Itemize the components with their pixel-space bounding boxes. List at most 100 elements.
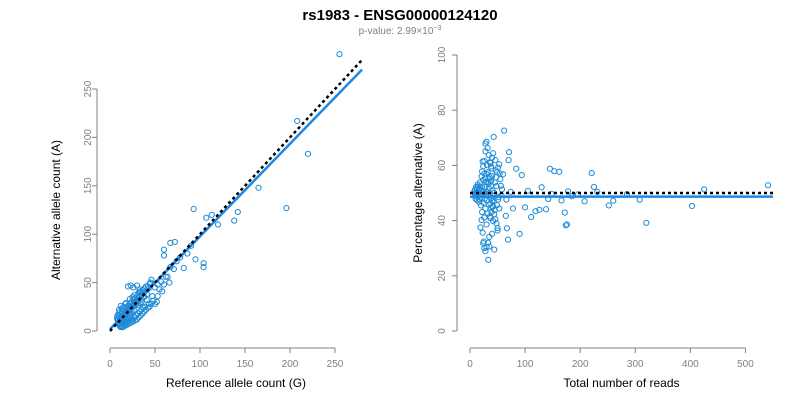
y-tick-label: 0 — [437, 328, 448, 334]
x-axis-label: Reference allele count (G) — [166, 376, 306, 390]
data-point — [200, 264, 207, 271]
data-point — [166, 279, 173, 286]
data-point — [483, 138, 490, 145]
percentage-alternative-scatter-panel: 0 100 200 300 400 500 0 20 40 60 80 100 Total number… — [411, 46, 773, 390]
data-point — [490, 150, 497, 157]
data-point — [485, 184, 492, 191]
y-axis-label: Percentage alternative (A) — [411, 123, 425, 262]
data-point — [513, 165, 520, 172]
data-point — [488, 197, 496, 205]
data-point — [494, 227, 501, 234]
x-tick-label: 100 — [192, 359, 209, 370]
x-axis-label: Total number of reads — [563, 376, 679, 390]
data-point — [304, 150, 312, 157]
data-point — [499, 171, 507, 178]
data-point — [131, 292, 138, 299]
data-point — [562, 222, 569, 229]
data-point — [294, 117, 301, 125]
x-tick-label: 150 — [237, 359, 254, 370]
data-point — [483, 221, 490, 228]
data-point — [208, 211, 215, 218]
data-point — [484, 179, 491, 186]
expected-ratio-line — [109, 59, 363, 332]
data-point — [122, 300, 129, 307]
data-point — [164, 273, 171, 280]
data-point — [153, 298, 160, 306]
data-point — [149, 293, 156, 300]
data-point — [479, 229, 486, 236]
data-point — [487, 178, 495, 185]
data-point — [471, 188, 478, 195]
data-point — [497, 182, 504, 189]
data-point — [701, 186, 708, 193]
data-point — [546, 165, 553, 172]
p-value-exponent: −3 — [433, 25, 441, 32]
data-point — [492, 216, 499, 223]
data-point — [521, 204, 529, 211]
y-axis-label: Alternative allele count (A) — [49, 140, 63, 280]
data-point — [485, 256, 492, 263]
data-point — [496, 170, 503, 177]
x-tick-label: 250 — [327, 359, 344, 370]
data-point — [151, 284, 159, 291]
data-point — [491, 246, 498, 253]
data-point — [160, 246, 168, 253]
data-point — [494, 164, 502, 171]
data-point — [171, 238, 178, 246]
data-point — [481, 157, 488, 165]
x-tick-label: 50 — [149, 359, 161, 370]
data-point — [170, 265, 177, 273]
data-point — [502, 212, 509, 220]
data-point — [538, 184, 545, 191]
data-point — [478, 216, 485, 224]
y-tick-label: 60 — [437, 159, 448, 171]
y-tick-label: 250 — [83, 80, 94, 97]
data-point — [532, 208, 539, 215]
data-point — [133, 312, 140, 319]
data-point — [590, 183, 598, 191]
data-point — [498, 186, 506, 193]
data-point — [488, 154, 496, 161]
p-value-text: p-value: 2.99×10 — [359, 26, 434, 37]
data-point — [503, 225, 511, 232]
data-point — [594, 188, 601, 195]
x-tick-label: 300 — [627, 359, 644, 370]
y-tick-label: 150 — [83, 177, 94, 194]
data-point — [536, 206, 543, 213]
data-point — [214, 221, 222, 228]
data-point — [190, 205, 197, 213]
data-point — [483, 170, 490, 178]
x-tick-label: 0 — [467, 359, 473, 370]
data-point — [479, 208, 486, 216]
data-point — [167, 239, 174, 247]
data-point — [643, 219, 650, 226]
data-point — [485, 239, 492, 246]
data-point — [154, 293, 161, 300]
data-point — [605, 202, 612, 209]
data-point — [148, 276, 155, 283]
data-point — [504, 236, 512, 243]
data-point — [558, 197, 565, 204]
data-point — [231, 217, 238, 224]
x-tick-label: 0 — [107, 359, 113, 370]
data-point — [336, 51, 343, 58]
data-point — [481, 184, 488, 191]
chart-subtitle: p-value: 2.99×10−3 — [359, 25, 442, 37]
data-point — [484, 210, 491, 217]
y-tick-label: 0 — [83, 328, 94, 334]
data-point — [542, 206, 550, 213]
data-point — [556, 168, 563, 175]
data-point — [588, 170, 595, 177]
data-point — [133, 282, 141, 289]
data-point — [496, 161, 503, 168]
data-point — [141, 285, 148, 292]
data-point — [203, 214, 210, 221]
data-point — [283, 204, 290, 212]
data-point — [486, 173, 493, 181]
data-point — [505, 157, 512, 164]
x-tick-label: 100 — [517, 359, 534, 370]
x-tick-label: 200 — [282, 359, 299, 370]
data-point — [180, 264, 187, 272]
data-point — [506, 149, 513, 156]
